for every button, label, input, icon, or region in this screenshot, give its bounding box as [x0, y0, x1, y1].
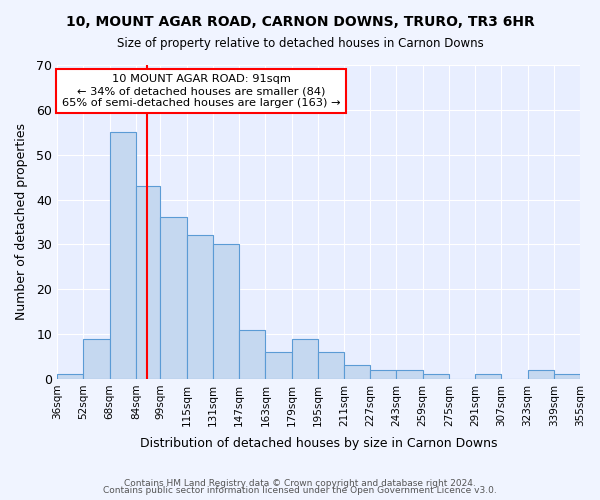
- Bar: [370, 370, 397, 379]
- Bar: [397, 370, 422, 379]
- Text: Contains public sector information licensed under the Open Government Licence v3: Contains public sector information licen…: [103, 486, 497, 495]
- Y-axis label: Number of detached properties: Number of detached properties: [15, 124, 28, 320]
- Text: 10 MOUNT AGAR ROAD: 91sqm
← 34% of detached houses are smaller (84)
65% of semi-: 10 MOUNT AGAR ROAD: 91sqm ← 34% of detac…: [62, 74, 340, 108]
- Bar: [527, 370, 554, 379]
- Text: Contains HM Land Registry data © Crown copyright and database right 2024.: Contains HM Land Registry data © Crown c…: [124, 478, 476, 488]
- Text: Size of property relative to detached houses in Carnon Downs: Size of property relative to detached ho…: [116, 38, 484, 51]
- Bar: [554, 374, 580, 379]
- Bar: [187, 236, 213, 379]
- Bar: [110, 132, 136, 379]
- Bar: [83, 338, 110, 379]
- Bar: [136, 186, 160, 379]
- X-axis label: Distribution of detached houses by size in Carnon Downs: Distribution of detached houses by size …: [140, 437, 497, 450]
- Bar: [57, 374, 83, 379]
- Bar: [344, 366, 370, 379]
- Bar: [160, 218, 187, 379]
- Bar: [213, 244, 239, 379]
- Bar: [475, 374, 502, 379]
- Bar: [318, 352, 344, 379]
- Bar: [239, 330, 265, 379]
- Bar: [265, 352, 292, 379]
- Bar: [422, 374, 449, 379]
- Text: 10, MOUNT AGAR ROAD, CARNON DOWNS, TRURO, TR3 6HR: 10, MOUNT AGAR ROAD, CARNON DOWNS, TRURO…: [65, 15, 535, 29]
- Bar: [292, 338, 318, 379]
